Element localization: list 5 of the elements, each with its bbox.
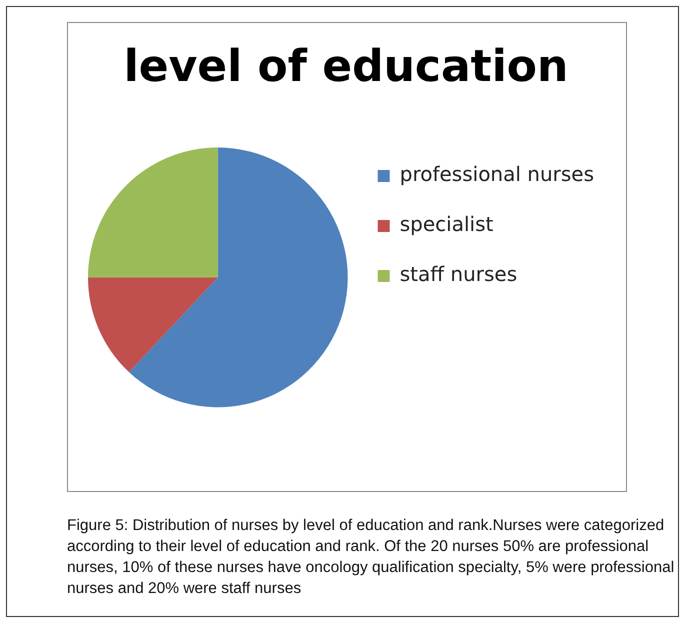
- caption: Figure 5: Distribution of nurses by level of education and rank.Nurses were categorized according to their level of education and rank. Of the 20 nurses 50% are professional nurses, 10% of these nurses have oncology qualification specialty, 5% were professional nurses and 20% were staff nurses: [67, 516, 676, 599]
- legend-label: specialist: [400, 212, 494, 236]
- legend-label: professional nurses: [400, 162, 594, 186]
- chart-title: level of education: [124, 40, 568, 92]
- legend-label: staff nurses: [400, 262, 518, 286]
